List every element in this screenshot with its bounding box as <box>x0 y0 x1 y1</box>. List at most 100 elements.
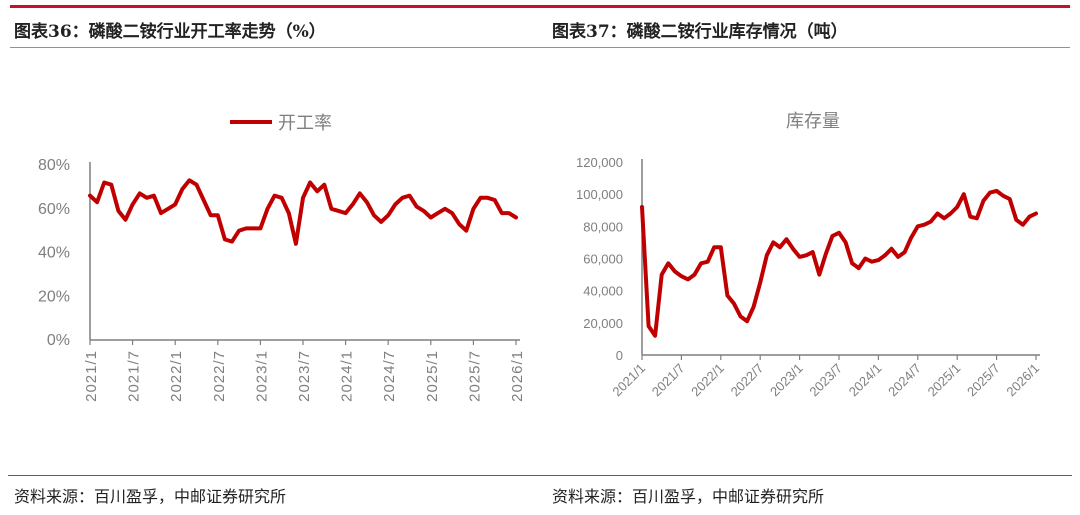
operating-rate-data-point <box>301 196 305 200</box>
inventory-data-point <box>686 277 690 282</box>
inventory-data-point <box>1014 218 1018 222</box>
inventory-data-point <box>968 215 972 219</box>
inventory-data-point <box>1034 211 1038 216</box>
operating-rate-data-point <box>237 229 241 233</box>
inventory-x-tick-label: 2022/1 <box>688 361 727 400</box>
operating-rate-data-point <box>372 213 376 217</box>
inventory-y-tick-label: 20,000 <box>583 316 623 331</box>
inventory-data-point <box>660 272 664 277</box>
operating-rate-data-point <box>351 202 355 206</box>
inventory-data-point <box>922 223 926 227</box>
inventory-data-point <box>712 245 716 249</box>
inventory-data-point <box>870 260 874 264</box>
inventory-data-point <box>929 219 933 224</box>
operating-rate-x-tick-label: 2023/7 <box>296 350 313 402</box>
right-source-note: 资料来源：百川盈孚，中邮证券研究所 <box>552 487 825 506</box>
operating-rate-data-point <box>322 183 326 187</box>
operating-rate-data-point <box>173 202 177 206</box>
inventory-data-point <box>640 205 644 209</box>
operating-rate-data-point <box>500 211 504 215</box>
operating-rate-data-point <box>443 207 447 211</box>
inventory-data-point <box>962 192 966 196</box>
operating-rate-data-point <box>393 202 397 206</box>
operating-rate-data-point <box>187 178 191 182</box>
operating-rate-data-point <box>486 196 490 200</box>
inventory-data-point <box>942 216 946 220</box>
operating-rate-data-point <box>251 226 255 231</box>
operating-rate-data-point <box>209 213 213 217</box>
operating-rate-y-tick-label: 20% <box>38 288 70 305</box>
inventory-x-tick-label: 2023/7 <box>806 361 845 400</box>
operating-rate-data-point <box>379 220 383 224</box>
inventory-data-point <box>903 250 907 254</box>
inventory-x-tick-label: 2023/1 <box>767 361 806 400</box>
operating-rate-data-point <box>415 204 419 209</box>
operating-rate-data-point <box>294 242 298 246</box>
operating-rate-x-tick-label: 2023/1 <box>253 350 270 402</box>
inventory-x-tick-label: 2022/7 <box>728 361 767 400</box>
operating-rate-x-tick-label: 2026/1 <box>509 350 526 402</box>
operating-rate-data-point <box>265 207 270 211</box>
inventory-data-point <box>817 272 821 277</box>
operating-rate-data-point <box>329 207 333 211</box>
operating-rate-data-point <box>131 202 135 206</box>
inventory-data-point <box>666 261 670 265</box>
operating-rate-data-point <box>159 211 163 215</box>
operating-rate-x-tick-label: 2025/7 <box>466 350 483 402</box>
operating-rate-data-point <box>493 198 497 202</box>
operating-rate-data-point <box>230 239 234 244</box>
operating-rate-data-point <box>138 191 142 196</box>
inventory-data-point <box>909 235 913 240</box>
inventory-data-point <box>843 240 848 245</box>
inventory-data-point <box>692 272 697 277</box>
inventory-data-point <box>1001 194 1005 198</box>
inventory-data-point <box>745 319 749 323</box>
operating-rate-data-point <box>152 194 156 198</box>
right-figure-title: 图表37：磷酸二铵行业库存情况（吨） <box>552 22 848 42</box>
operating-rate-data-point <box>358 191 362 196</box>
inventory-data-point <box>778 245 782 249</box>
operating-rate-data-point <box>244 226 248 231</box>
inventory-data-point <box>738 314 743 318</box>
inventory-data-point <box>883 253 887 257</box>
operating-rate-data-point <box>194 183 199 187</box>
operating-rate-data-point <box>514 215 518 220</box>
inventory-data-point <box>896 255 900 259</box>
operating-rate-x-tick-label: 2024/7 <box>381 350 398 402</box>
operating-rate-data-point <box>308 180 312 185</box>
inventory-x-tick-label: 2026/1 <box>1003 361 1042 400</box>
operating-rate-data-point <box>507 211 511 215</box>
operating-rate-x-tick-label: 2022/1 <box>168 350 185 402</box>
inventory-y-tick-label: 120,000 <box>576 155 623 170</box>
operating-rate-data-point <box>202 198 206 202</box>
operating-rate-data-point <box>258 226 262 231</box>
inventory-data-point <box>725 293 729 298</box>
operating-rate-data-point <box>102 180 106 185</box>
operating-rate-data-point <box>400 196 404 200</box>
inventory-y-tick-label: 100,000 <box>576 187 623 202</box>
inventory-y-tick-label: 0 <box>616 348 623 363</box>
operating-rate-data-point <box>457 222 461 226</box>
inventory-data-point <box>732 301 736 306</box>
inventory-data-point <box>771 240 775 245</box>
inventory-y-tick-label: 40,000 <box>583 284 623 299</box>
operating-rate-data-point <box>216 213 220 217</box>
inventory-y-tick-label: 80,000 <box>583 219 623 234</box>
inventory-data-point <box>955 205 959 209</box>
operating-rate-data-point <box>287 211 291 215</box>
operating-rate-data-point <box>429 215 433 220</box>
operating-rate-y-tick-label: 40% <box>38 245 70 262</box>
operating-rate-data-point <box>166 207 170 211</box>
footer-rule <box>8 475 1072 476</box>
operating-rate-data-point <box>464 229 468 233</box>
inventory-data-point <box>679 274 684 278</box>
operating-rate-data-point <box>422 209 426 213</box>
inventory-data-point <box>706 260 710 264</box>
operating-rate-data-point <box>280 196 284 200</box>
left-figure-title: 图表36：磷酸二铵行业开工率走势（%） <box>14 22 326 42</box>
inventory-data-point <box>830 234 835 238</box>
inventory-data-point <box>876 258 881 262</box>
charts-canvas: 0%20%40%60%80%2021/1 2021/7 2022/1 2022/7 20… <box>38 111 1042 402</box>
inventory-data-point <box>752 305 756 309</box>
operating-rate-data-point <box>450 211 454 215</box>
